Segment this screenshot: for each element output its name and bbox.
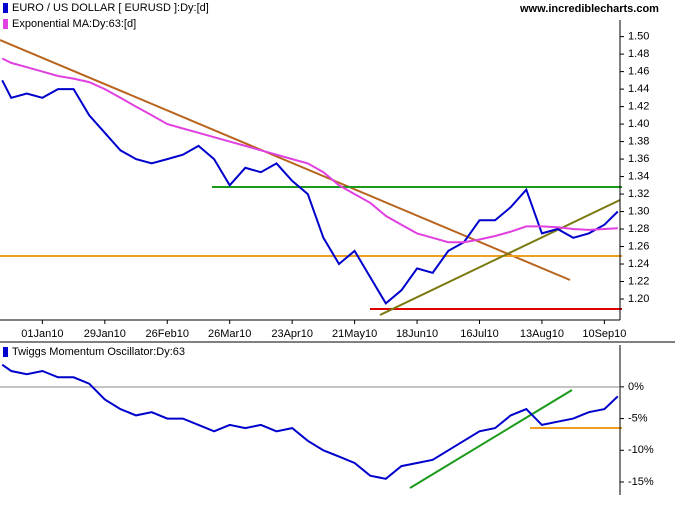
x-tick-label: 26Feb10 [146, 328, 189, 340]
y-tick-label: 1.34 [628, 170, 649, 182]
y-tick-label: 0% [628, 381, 644, 393]
trend-line [379, 199, 621, 316]
legend-label: Exponential MA:Dy:63:[d] [12, 18, 136, 30]
legend-label: Twiggs Momentum Oscillator:Dy:63 [12, 346, 185, 358]
x-tick-label: 01Jan10 [21, 328, 63, 340]
y-tick-label: 1.42 [628, 100, 649, 112]
y-tick-label: -10% [628, 444, 654, 456]
y-tick-label: 1.44 [628, 83, 649, 95]
trend-line [409, 389, 573, 489]
y-tick-label: -15% [628, 476, 654, 488]
site-link[interactable]: www.incrediblecharts.com [519, 3, 659, 15]
x-tick-label: 13Aug10 [520, 328, 564, 340]
y-tick-label: 1.38 [628, 135, 649, 147]
y-tick-label: 1.24 [628, 258, 649, 270]
y-tick-label: 1.26 [628, 240, 649, 252]
y-tick-label: 1.48 [628, 48, 649, 60]
y-tick-label: -5% [628, 412, 648, 424]
x-tick-label: 23Apr10 [271, 328, 313, 340]
x-tick-label: 29Jan10 [84, 328, 126, 340]
y-tick-label: 1.32 [628, 188, 649, 200]
x-tick-label: 16Jul10 [460, 328, 499, 340]
legend-swatch [3, 3, 8, 13]
x-tick-label: 26Mar10 [208, 328, 251, 340]
y-tick-label: 1.28 [628, 223, 649, 235]
y-tick-label: 1.36 [628, 153, 649, 165]
y-tick-label: 1.46 [628, 66, 649, 78]
series-line [1, 57, 618, 244]
y-tick-label: 1.22 [628, 275, 649, 287]
x-tick-label: 10Sep10 [582, 328, 626, 340]
y-tick-label: 1.20 [628, 293, 649, 305]
x-tick-label: 18Jun10 [396, 328, 438, 340]
legend-swatch [3, 347, 8, 357]
y-tick-label: 1.30 [628, 205, 649, 217]
y-tick-label: 1.50 [628, 31, 649, 43]
y-tick-label: 1.40 [628, 118, 649, 130]
legend-label: EURO / US DOLLAR [ EURUSD ]:Dy:[d] [12, 2, 209, 14]
x-tick-label: 21May10 [332, 328, 377, 340]
legend-swatch [3, 19, 8, 29]
series-line [1, 363, 619, 480]
series-line [1, 79, 619, 305]
